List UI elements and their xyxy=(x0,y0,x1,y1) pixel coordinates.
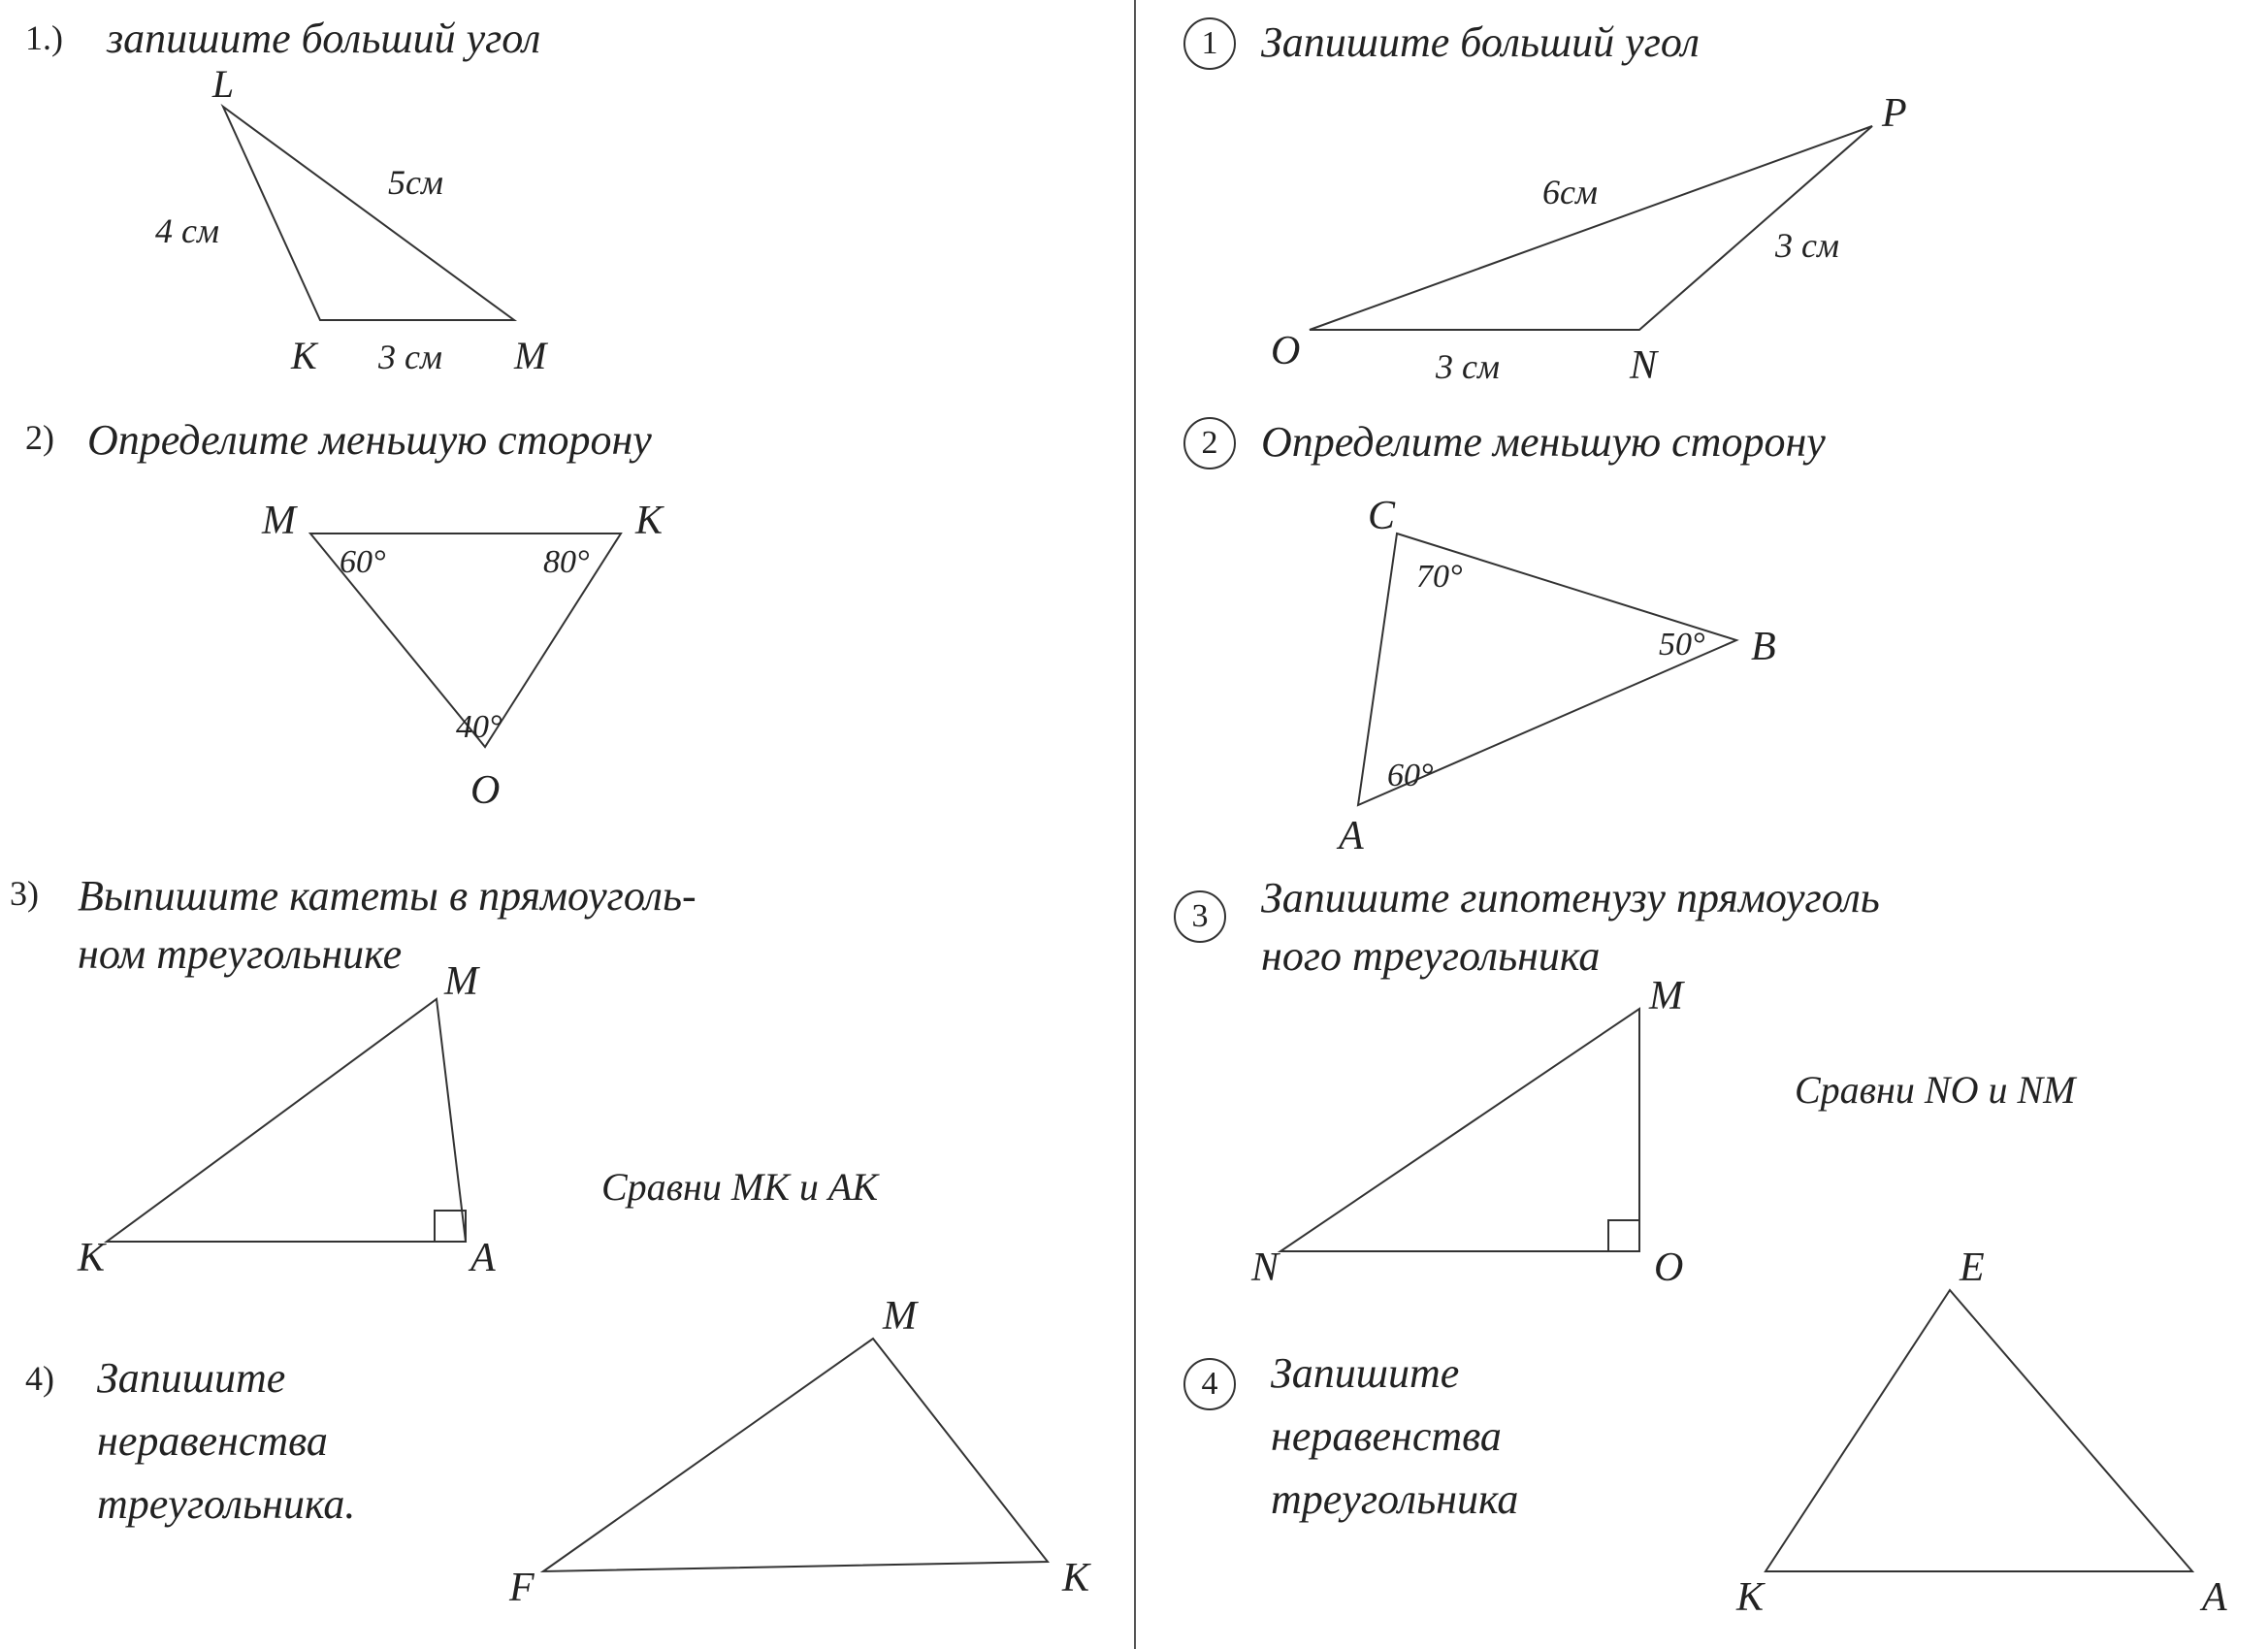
right-q4-text-l1: Запишите xyxy=(1271,1348,1459,1400)
vertex-K: K xyxy=(77,1236,107,1280)
vertex-A: A xyxy=(468,1236,496,1280)
side-LM: 5см xyxy=(388,163,443,202)
angle-A: 60° xyxy=(1387,758,1434,793)
angle-C: 70° xyxy=(1416,559,1463,595)
right-q2-number-text: 2 xyxy=(1202,425,1218,462)
left-q3-triangle: M K A xyxy=(78,970,582,1280)
vertex-A: A xyxy=(2199,1575,2227,1620)
worksheet-page: 1.) запишите больший угол L K M 4 см 5см… xyxy=(0,0,2268,1649)
right-q1-text: Запишите больший угол xyxy=(1261,17,1700,69)
left-q3-compare: Сравни MK и AK xyxy=(601,1164,878,1210)
vertex-K: K xyxy=(1735,1575,1766,1620)
vertex-C: C xyxy=(1368,494,1396,538)
center-divider xyxy=(1134,0,1136,1649)
left-q4-triangle: M F K xyxy=(504,1280,1106,1610)
left-q3-text-l1: Выпишите катеты в прямоуголь- xyxy=(78,871,697,922)
vertex-O: O xyxy=(1654,1245,1683,1290)
right-q3-triangle: M N O xyxy=(1251,980,1756,1280)
side-KM: 3 см xyxy=(377,338,442,376)
right-q3-number-text: 3 xyxy=(1192,898,1209,935)
vertex-O: O xyxy=(470,768,500,813)
left-q4-number: 4) xyxy=(25,1358,54,1399)
right-q3-compare: Сравни NO и NM xyxy=(1795,1067,2075,1113)
vertex-B: B xyxy=(1751,625,1776,669)
vertex-M: M xyxy=(1648,974,1685,1018)
vertex-M: M xyxy=(443,959,480,1004)
side-LK: 4 см xyxy=(155,211,219,250)
right-q1-triangle: P O N 6см 3 см 3 см xyxy=(1271,87,1969,388)
left-q1-number: 1.) xyxy=(25,17,63,58)
left-q4-text-l3: треугольника. xyxy=(97,1479,355,1531)
right-q3-text-l2: ного треугольника xyxy=(1261,931,1600,983)
vertex-O: O xyxy=(1271,329,1300,373)
right-q4-number: 4 xyxy=(1183,1358,1236,1410)
left-q3-number: 3) xyxy=(10,873,39,914)
angle-K: 80° xyxy=(543,544,590,580)
vertex-A: A xyxy=(1336,814,1364,858)
vertex-M: M xyxy=(513,334,549,377)
angle-M: 60° xyxy=(340,544,386,580)
right-q1-number-text: 1 xyxy=(1202,25,1218,62)
vertex-E: E xyxy=(1959,1245,1985,1290)
side-NP: 3 см xyxy=(1774,226,1839,265)
left-q2-text: Определите меньшую сторону xyxy=(87,415,652,467)
vertex-P: P xyxy=(1881,91,1907,136)
right-q3-text-l1: Запишите гипотенузу прямоуголь xyxy=(1261,873,1880,924)
vertex-K: K xyxy=(1061,1556,1091,1600)
right-q2-text: Определите меньшую сторону xyxy=(1261,417,1826,469)
vertex-F: F xyxy=(508,1566,535,1610)
angle-O: 40° xyxy=(456,709,502,745)
vertex-K: K xyxy=(634,499,664,543)
right-q1-number: 1 xyxy=(1183,17,1236,70)
right-q3-number: 3 xyxy=(1174,890,1226,943)
left-q4-text-l1: Запишите xyxy=(97,1353,285,1405)
left-q2-triangle: M K O 60° 80° 40° xyxy=(252,495,757,834)
right-q4-text-l3: треугольника xyxy=(1271,1474,1518,1526)
left-q4-text-l2: неравенства xyxy=(97,1416,328,1468)
vertex-N: N xyxy=(1629,343,1659,388)
side-OP: 6см xyxy=(1542,173,1598,211)
vertex-L: L xyxy=(211,62,234,106)
left-q1-text: запишите больший угол xyxy=(107,14,540,65)
vertex-K: K xyxy=(290,334,319,377)
right-q4-text-l2: неравенства xyxy=(1271,1411,1502,1463)
side-ON: 3 см xyxy=(1435,347,1500,386)
right-q2-triangle: C B A 70° 50° 60° xyxy=(1329,504,1872,863)
left-q1-triangle: L K M 4 см 5см 3 см xyxy=(97,78,621,378)
vertex-N: N xyxy=(1250,1245,1280,1290)
angle-B: 50° xyxy=(1659,627,1705,663)
right-q4-number-text: 4 xyxy=(1202,1366,1218,1403)
vertex-M: M xyxy=(261,499,298,543)
left-q2-number: 2) xyxy=(25,417,54,458)
vertex-M: M xyxy=(882,1294,919,1339)
right-q2-number: 2 xyxy=(1183,417,1236,469)
right-q4-triangle: E K A xyxy=(1727,1251,2251,1620)
